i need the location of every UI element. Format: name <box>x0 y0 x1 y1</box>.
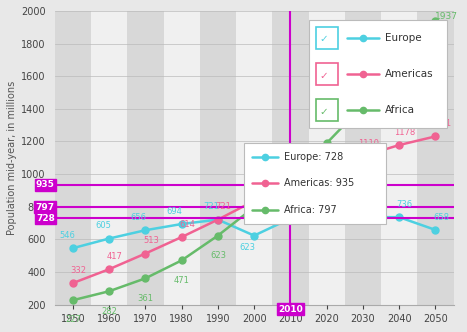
Text: 361: 361 <box>137 293 153 303</box>
Bar <box>345 11 381 305</box>
Text: 1110: 1110 <box>358 139 379 148</box>
Text: 721: 721 <box>203 202 219 211</box>
Bar <box>309 11 345 305</box>
Bar <box>91 11 127 305</box>
Text: 614: 614 <box>179 220 195 229</box>
Text: 623: 623 <box>210 251 226 260</box>
Text: Americas: 935: Americas: 935 <box>284 179 354 189</box>
Text: Europe: 728: Europe: 728 <box>284 151 343 162</box>
Text: ✓: ✓ <box>319 107 328 117</box>
Text: 658: 658 <box>433 212 449 221</box>
Text: 1937: 1937 <box>425 37 446 45</box>
FancyBboxPatch shape <box>309 20 447 128</box>
Text: 797: 797 <box>246 199 262 208</box>
Text: 836: 836 <box>252 184 268 193</box>
Text: 227: 227 <box>65 315 81 324</box>
Text: 2010: 2010 <box>278 305 303 314</box>
Text: 738: 738 <box>324 200 340 208</box>
Text: ✓: ✓ <box>319 71 328 81</box>
Bar <box>200 11 236 305</box>
Text: 546: 546 <box>59 231 75 240</box>
Bar <box>55 11 91 305</box>
FancyBboxPatch shape <box>244 143 386 224</box>
Text: 656: 656 <box>130 213 147 222</box>
Text: 1937: 1937 <box>435 12 459 21</box>
Text: 513: 513 <box>143 236 159 245</box>
Text: 471: 471 <box>174 276 190 285</box>
Y-axis label: Population mid-year, in millions: Population mid-year, in millions <box>7 81 17 235</box>
Text: 1420: 1420 <box>353 121 374 130</box>
Text: Americas: Americas <box>385 69 433 79</box>
Text: 417: 417 <box>107 252 123 261</box>
Text: Africa: Africa <box>385 105 415 115</box>
Text: 797: 797 <box>35 203 55 212</box>
Text: 282: 282 <box>101 306 117 315</box>
Bar <box>272 11 309 305</box>
Bar <box>163 11 200 305</box>
Text: 736: 736 <box>361 200 376 209</box>
Text: 982: 982 <box>327 160 343 169</box>
Text: Africa: 797: Africa: 797 <box>284 206 337 215</box>
Text: 1231: 1231 <box>431 119 452 128</box>
Bar <box>127 11 163 305</box>
Bar <box>381 11 417 305</box>
Text: 728: 728 <box>276 201 291 210</box>
Text: 736: 736 <box>396 200 413 209</box>
Text: ✓: ✓ <box>319 34 328 44</box>
Text: 1178: 1178 <box>394 128 415 137</box>
Text: 721: 721 <box>215 202 231 211</box>
Bar <box>417 11 453 305</box>
FancyBboxPatch shape <box>316 27 338 49</box>
Text: 1680: 1680 <box>389 78 410 87</box>
Text: 935: 935 <box>291 167 307 176</box>
Text: 623: 623 <box>239 243 255 252</box>
Text: 694: 694 <box>167 207 183 216</box>
Text: 982: 982 <box>283 192 298 201</box>
Text: 332: 332 <box>71 266 86 275</box>
FancyBboxPatch shape <box>316 63 338 85</box>
Bar <box>236 11 272 305</box>
Text: 935: 935 <box>36 180 55 189</box>
Text: Europe: Europe <box>385 33 422 43</box>
Text: 1189: 1189 <box>316 159 337 168</box>
Text: 605: 605 <box>96 221 112 230</box>
FancyBboxPatch shape <box>316 100 338 122</box>
Text: 728: 728 <box>36 214 55 223</box>
